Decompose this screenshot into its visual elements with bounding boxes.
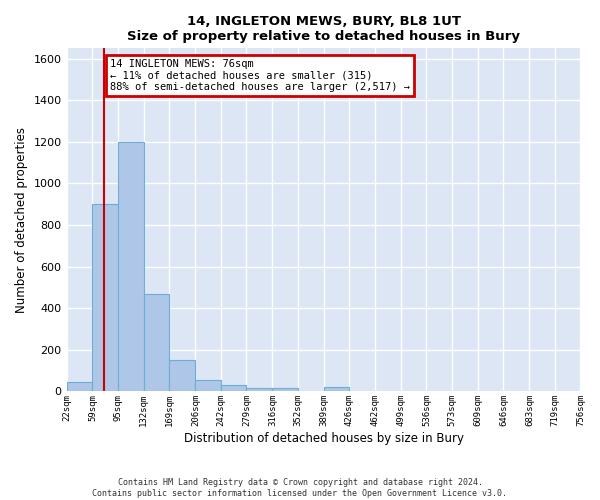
Bar [169, 360, 196, 392]
Bar [92, 204, 118, 392]
Y-axis label: Number of detached properties: Number of detached properties [15, 127, 28, 313]
Bar [221, 385, 247, 392]
Bar [118, 142, 143, 392]
Bar [272, 388, 298, 392]
Text: 14 INGLETON MEWS: 76sqm
← 11% of detached houses are smaller (315)
88% of semi-d: 14 INGLETON MEWS: 76sqm ← 11% of detache… [110, 58, 410, 92]
Bar [323, 388, 349, 392]
X-axis label: Distribution of detached houses by size in Bury: Distribution of detached houses by size … [184, 432, 464, 445]
Bar [67, 382, 92, 392]
Title: 14, INGLETON MEWS, BURY, BL8 1UT
Size of property relative to detached houses in: 14, INGLETON MEWS, BURY, BL8 1UT Size of… [127, 15, 520, 43]
Bar [196, 380, 221, 392]
Text: Contains HM Land Registry data © Crown copyright and database right 2024.
Contai: Contains HM Land Registry data © Crown c… [92, 478, 508, 498]
Bar [143, 294, 169, 392]
Bar [247, 388, 272, 392]
